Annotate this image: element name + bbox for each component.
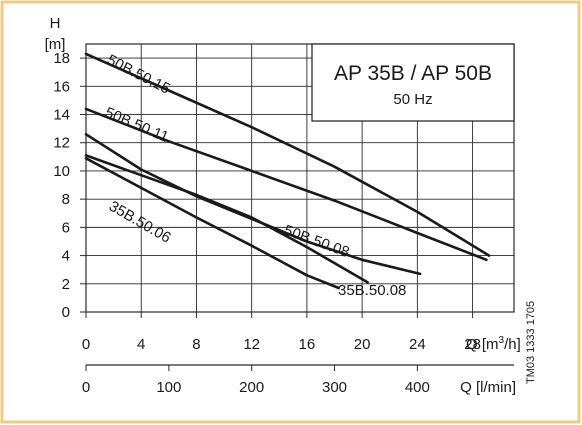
x-tick-label-m3h: 24 bbox=[409, 336, 426, 353]
chart-curves bbox=[84, 52, 491, 290]
x-axis-title-lmin: Q [l/min] bbox=[460, 379, 516, 396]
x-tick-label-m3h: 28 bbox=[464, 336, 481, 353]
y-tick-label: 14 bbox=[53, 107, 70, 124]
y-tick-label: 0 bbox=[62, 304, 70, 321]
curve-label-35b-50-08: 35B.50.08 bbox=[338, 282, 406, 299]
x-tick-label-m3h: 8 bbox=[192, 336, 200, 353]
y-tick-label: 8 bbox=[62, 191, 70, 208]
y-axis-name: H bbox=[50, 15, 61, 32]
y-tick-label: 2 bbox=[62, 276, 70, 293]
curve-50b-50-15 bbox=[84, 52, 491, 257]
y-tick-label: 6 bbox=[62, 219, 70, 236]
y-tick-labels: 0 2 4 6 8 10 12 14 16 18 bbox=[53, 50, 70, 321]
y-tick-label: 4 bbox=[62, 248, 70, 265]
chart-grid bbox=[80, 43, 515, 318]
curve-50b-50-11 bbox=[84, 107, 488, 262]
y-tick-label: 10 bbox=[53, 163, 70, 180]
x-tick-label-lmin: 100 bbox=[156, 379, 181, 396]
y-axis-unit: [m] bbox=[45, 36, 66, 53]
drawing-code: TM03 1333 1705 bbox=[525, 301, 537, 384]
title-box bbox=[311, 43, 515, 122]
curve-35b-50-06 bbox=[84, 157, 341, 290]
x-tick-label-lmin: 300 bbox=[322, 379, 347, 396]
x-axis-title-m3h-end: /h] bbox=[504, 336, 521, 353]
y-tick-label: 18 bbox=[53, 50, 70, 67]
x-axis-title-m3h: Q [m3/h] bbox=[466, 335, 521, 353]
chart-title: AP 35B / AP 50B bbox=[334, 62, 492, 85]
y-tick-label: 12 bbox=[53, 135, 70, 152]
x-tick-label-m3h: 20 bbox=[354, 336, 371, 353]
x-tick-labels-m3h: 0 4 8 12 16 20 24 28 bbox=[82, 336, 481, 353]
chart-subtitle: 50 Hz bbox=[393, 91, 432, 108]
x-tick-label-lmin: 0 bbox=[82, 379, 90, 396]
x-axis-secondary: 0 100 200 300 400 bbox=[82, 364, 514, 396]
y-tick-label: 16 bbox=[53, 78, 70, 95]
x-tick-label-m3h: 12 bbox=[243, 336, 260, 353]
x-tick-label-m3h: 4 bbox=[137, 336, 145, 353]
x-axis-title-m3h-sup: 3 bbox=[499, 335, 505, 346]
x-tick-label-lmin: 200 bbox=[239, 379, 264, 396]
plot-frame bbox=[85, 43, 515, 313]
curve-35b-50-08 bbox=[84, 154, 370, 284]
x-tick-label-m3h: 0 bbox=[82, 336, 90, 353]
x-axis-title-m3h-main: Q [m bbox=[466, 336, 499, 353]
x-tick-label-m3h: 16 bbox=[299, 336, 316, 353]
x-tick-label-lmin: 400 bbox=[405, 379, 430, 396]
